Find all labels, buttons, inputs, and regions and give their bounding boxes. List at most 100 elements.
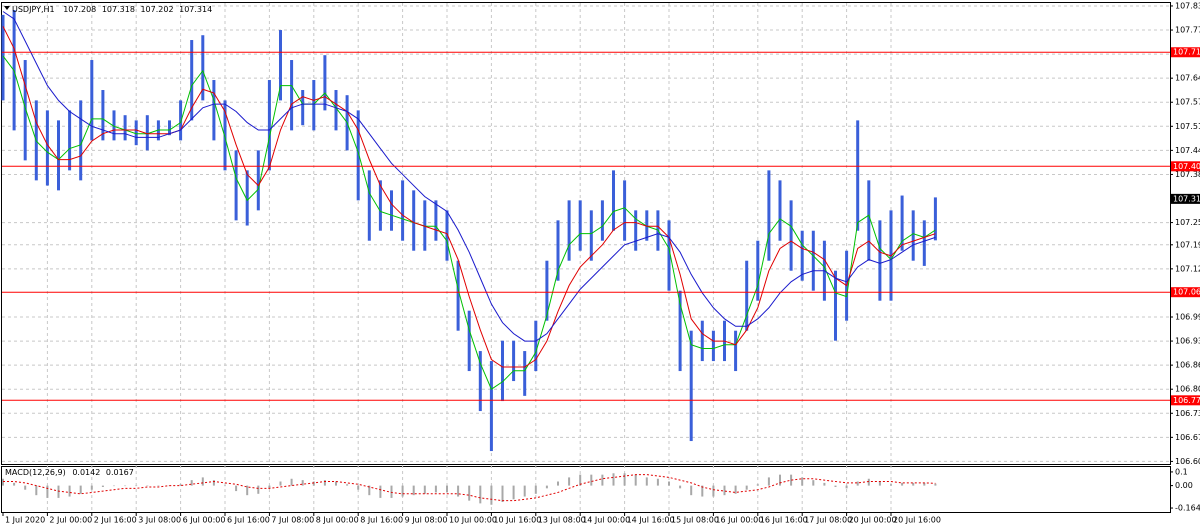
level-label-box xyxy=(1171,287,1200,298)
price-bar xyxy=(556,220,560,281)
macd-bar xyxy=(867,478,870,486)
macd-bar xyxy=(779,474,781,486)
macd-bar xyxy=(13,482,16,486)
level-label-box xyxy=(1171,161,1200,172)
macd-bar xyxy=(368,485,371,496)
y-tick-label: 106.800 xyxy=(1175,385,1200,394)
macd-bar xyxy=(290,478,293,486)
y-tick-label: 106.865 xyxy=(1175,361,1200,370)
low: 107.202 xyxy=(140,5,173,14)
price-bar xyxy=(145,115,149,151)
price-bar xyxy=(834,270,837,341)
grid xyxy=(2,3,1170,512)
price-bar xyxy=(23,60,27,161)
macd-bar xyxy=(490,485,493,505)
price-bar xyxy=(323,55,327,111)
price-bar xyxy=(933,197,937,241)
macd-bar xyxy=(212,480,215,486)
macd-bar xyxy=(157,485,160,487)
price-bar xyxy=(279,30,282,101)
price-bar xyxy=(700,320,704,362)
price-bar xyxy=(190,40,194,121)
macd-bar xyxy=(57,485,60,498)
header-arrow xyxy=(4,6,10,10)
macd-bar xyxy=(101,485,104,487)
price-bar xyxy=(523,351,527,396)
macd-bar xyxy=(179,484,182,486)
price-bar xyxy=(123,115,127,141)
price-bar xyxy=(623,180,627,241)
x-tick-label: 20 Jul 00:00 xyxy=(849,516,897,525)
price-bar xyxy=(689,330,693,442)
macd-bar xyxy=(656,478,659,486)
x-tick-label: 20 Jul 16:00 xyxy=(893,516,941,525)
macd-bar xyxy=(257,485,260,494)
x-tick-label: 17 Jul 08:00 xyxy=(804,516,852,525)
price-bar xyxy=(45,110,49,186)
price-bar xyxy=(534,320,538,372)
x-tick-label: 6 Jul 00:00 xyxy=(183,516,226,525)
macd-bar xyxy=(423,485,426,494)
macd-bar xyxy=(745,485,748,490)
price-bar xyxy=(767,170,771,261)
symbol: USDJPY,H1 xyxy=(12,5,55,14)
level-label: 106.770 xyxy=(1173,396,1200,405)
x-tick-label: 14 Jul 00:00 xyxy=(582,516,630,525)
x-tick-label: 16 Jul 00:00 xyxy=(715,516,763,525)
price-bar xyxy=(734,330,738,372)
y-tick-label: -0.164 xyxy=(1175,504,1200,513)
price-bar xyxy=(789,200,793,271)
price-bar xyxy=(512,340,516,382)
price-bar xyxy=(612,170,615,231)
y-tick-label: 0.00 xyxy=(1175,481,1193,490)
x-tick-label: 15 Jul 08:00 xyxy=(671,516,719,525)
x-tick-label: 10 Jul 00:00 xyxy=(449,516,497,525)
price-bar xyxy=(90,60,94,141)
macd-bar xyxy=(701,485,704,497)
price-bar xyxy=(645,210,649,241)
price-bar xyxy=(134,120,138,146)
macd-bar xyxy=(723,485,726,496)
price-bar xyxy=(800,230,804,281)
price-bar xyxy=(578,200,582,251)
price-bar xyxy=(290,60,294,131)
price-bar xyxy=(256,150,260,211)
macd-bar xyxy=(35,485,38,496)
x-tick-label: 7 Jul 08:00 xyxy=(271,516,314,525)
price-bar xyxy=(911,210,915,261)
price-bar xyxy=(79,100,83,181)
macd-bar xyxy=(690,485,693,496)
level-label-box xyxy=(1171,47,1200,58)
macd-bar xyxy=(534,485,537,494)
price-bar xyxy=(745,260,749,331)
y-tick-label: 107.575 xyxy=(1175,98,1200,107)
macd-bar xyxy=(801,477,804,486)
macd-bar xyxy=(246,485,249,496)
signal-value: 0.0167 xyxy=(106,468,134,477)
price-bar xyxy=(201,35,205,101)
macd-bar xyxy=(668,481,670,486)
y-tick-label: 106.930 xyxy=(1175,337,1200,346)
macd-bar xyxy=(379,485,382,498)
price-bar xyxy=(667,220,671,291)
macd-bar xyxy=(90,485,93,490)
macd-bar xyxy=(268,485,271,489)
y-tick-label: 107.835 xyxy=(1175,1,1200,10)
macd-name: MACD(12,26,9) xyxy=(5,468,66,477)
macd-bar xyxy=(623,473,626,486)
y-tick-label: 106.670 xyxy=(1175,433,1200,442)
x-tick-label: 2 Jul 00:00 xyxy=(49,516,92,525)
macd-bar xyxy=(2,478,4,486)
macd-bar xyxy=(923,482,926,486)
price-bar xyxy=(412,190,416,251)
price-bar xyxy=(212,80,216,141)
macd-bar xyxy=(679,485,682,489)
price-bar xyxy=(445,210,449,261)
x-tick-label: 2 Jul 16:00 xyxy=(94,516,137,525)
macd-header: MACD(12,26,9) 0.0142 0.0167 xyxy=(5,468,134,477)
x-tick-label: 14 Jul 16:00 xyxy=(627,516,675,525)
macd-bar xyxy=(934,483,937,486)
level-label: 107.710 xyxy=(1173,48,1200,57)
level-label-box xyxy=(1171,395,1200,406)
macd-bar xyxy=(501,485,504,503)
